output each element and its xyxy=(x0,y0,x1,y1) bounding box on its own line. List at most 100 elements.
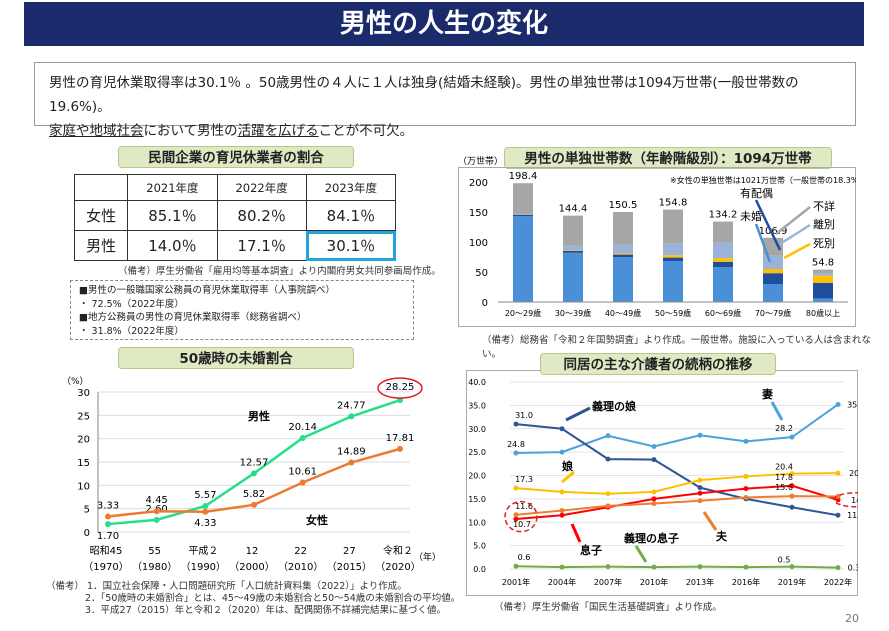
single-household-heading: 男性の単独世帯数（年齢階級別）：1094万世帯 xyxy=(504,147,832,169)
bar-segment xyxy=(713,267,733,302)
bar-segment xyxy=(713,261,733,268)
legend-arrow xyxy=(754,223,772,263)
public-line: ・ 72.5%（2022年度） xyxy=(79,298,184,310)
bar-segment xyxy=(563,251,583,253)
legend-label: 不詳 xyxy=(813,199,835,213)
data-point xyxy=(743,486,749,492)
data-point xyxy=(835,401,841,407)
bar-total-label: 198.4 xyxy=(509,171,538,182)
x-tick-label: 2007年 xyxy=(594,577,622,587)
data-point xyxy=(697,432,703,438)
data-point xyxy=(651,457,657,463)
data-label: 1.70 xyxy=(97,531,119,542)
y-tick-label: 10 xyxy=(77,481,90,492)
bar-segment xyxy=(663,261,683,302)
bar-segment xyxy=(563,215,583,246)
y-tick-label: 150 xyxy=(469,208,488,219)
single-household-frame xyxy=(458,167,856,327)
bar-segment xyxy=(713,221,733,243)
summary-underline-2: 活躍を広げる xyxy=(237,123,319,139)
data-point xyxy=(251,470,257,477)
y-tick-label: 15 xyxy=(77,458,90,469)
unmarried-chart: （%） 0 5 10 15 20 25 30 昭和45 （1970） 55 （1980） 平成２ （199… xyxy=(62,376,435,573)
bar-segment xyxy=(813,282,833,299)
data-point xyxy=(559,449,565,455)
bar-segment xyxy=(563,252,583,302)
y-tick-label: 30.0 xyxy=(468,425,486,434)
data-point xyxy=(651,564,657,570)
public-line: ■男性の一般職国家公務員の育児休業取得率（人事院調べ） xyxy=(79,285,335,296)
data-point xyxy=(513,421,519,427)
data-label: 4.33 xyxy=(194,518,216,529)
bar-segment xyxy=(813,269,833,274)
table-cell: 80.2％ xyxy=(216,200,307,231)
bar-segment xyxy=(763,284,783,302)
data-label: 11.5 xyxy=(847,511,858,520)
bar-segment xyxy=(513,215,533,217)
bar-segment xyxy=(713,258,733,262)
data-label: 24.77 xyxy=(337,400,366,411)
y-tick-label: 15.0 xyxy=(468,495,486,504)
bar-segment xyxy=(663,209,683,244)
y-tick-label: 30 xyxy=(77,388,90,399)
data-point xyxy=(299,435,306,442)
data-point xyxy=(605,503,611,509)
table-year-header: 2023年度 xyxy=(305,174,397,201)
data-point xyxy=(299,479,306,486)
data-point xyxy=(105,521,111,528)
data-point xyxy=(605,564,611,570)
x-tick-label: 2019年 xyxy=(778,577,806,587)
x-tick-label: 2004年 xyxy=(548,577,576,587)
unmarried-heading: 50歳時の未婚割合 xyxy=(118,347,354,369)
data-point xyxy=(789,493,795,499)
bar-segment xyxy=(613,253,633,255)
data-point xyxy=(513,563,519,569)
series-line xyxy=(515,484,839,520)
bar-segment xyxy=(663,257,683,262)
data-label: 17.8 xyxy=(775,473,793,482)
data-point xyxy=(697,490,703,496)
y-tick-label: 5.0 xyxy=(473,542,486,551)
bar-segment xyxy=(563,250,583,251)
data-point xyxy=(651,444,657,450)
y-tick-label: 40.0 xyxy=(468,378,486,387)
highlight-circle xyxy=(504,500,538,533)
bar-total-label: 154.8 xyxy=(659,198,688,209)
legend-arrow xyxy=(754,199,782,251)
legend-label: 息子 xyxy=(580,543,602,557)
public-servant-box: ■男性の一般職国家公務員の育児休業取得率（人事院調べ） ・ 72.5%（2022… xyxy=(70,280,414,340)
note-line: （備考） 1．国立社会保障・人口問題研究所「人口統計資料集（2022）」より作成… xyxy=(46,581,407,592)
data-point xyxy=(153,516,160,523)
table-cell: 85.1％ xyxy=(127,200,218,231)
row-label: 女性 xyxy=(73,200,129,231)
y-tick-label: 20 xyxy=(77,435,90,446)
childcare-note: （備考）厚生労働省「雇用均等基本調査」より内閣府男女共同参画局作成。 xyxy=(118,266,441,277)
data-label: 12.57 xyxy=(240,457,269,468)
data-point xyxy=(835,494,841,500)
legend-arrow xyxy=(570,523,582,543)
data-label: 0.6 xyxy=(518,553,531,562)
x-tick-sublabel: （1990） xyxy=(181,561,226,573)
public-line: ■地方公務員の男性の育児休業取得率（総務省調べ） xyxy=(79,312,307,323)
table-cell-highlight: 30.1％ xyxy=(305,230,397,261)
x-tick-label: 2016年 xyxy=(732,577,760,587)
data-point xyxy=(397,445,403,452)
data-point xyxy=(835,470,841,476)
data-point xyxy=(651,496,657,502)
childcare-table: 2021年度 2022年度 2023年度 女性 85.1％ 80.2％ 84.1… xyxy=(73,174,397,261)
bar-segment xyxy=(763,237,783,256)
x-tick-sublabel: （1980） xyxy=(132,561,177,573)
bar-segment xyxy=(763,273,783,284)
data-label: 14.8 xyxy=(851,496,858,505)
data-label: 0.3 xyxy=(848,564,858,573)
legend-arrow xyxy=(770,401,784,421)
y-axis-label: （%） xyxy=(62,376,89,387)
data-point xyxy=(743,564,749,570)
highlight-circle xyxy=(833,492,858,508)
x-tick-label: 30～39歳 xyxy=(555,308,591,318)
data-label: 10.61 xyxy=(288,466,317,477)
data-point xyxy=(348,413,355,420)
title-bar: 男性の人生の変化 xyxy=(24,2,864,46)
data-point xyxy=(105,513,111,520)
legend-label: 夫 xyxy=(716,529,728,543)
